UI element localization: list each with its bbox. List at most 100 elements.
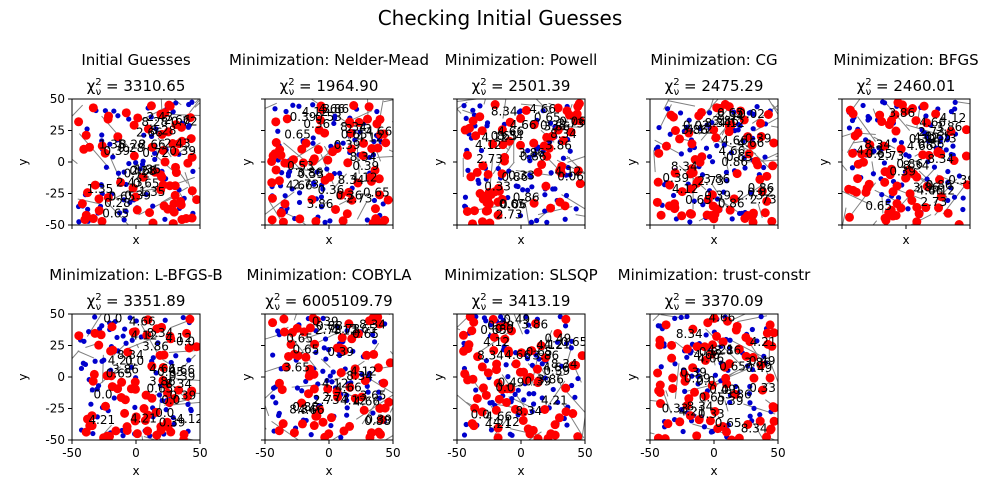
data-point-blue bbox=[285, 170, 292, 177]
y-tick-label: 50 bbox=[50, 307, 65, 321]
data-point-blue bbox=[331, 115, 338, 121]
point-annotation: 4.12 bbox=[340, 393, 367, 407]
data-point-red bbox=[311, 315, 321, 325]
data-point-blue bbox=[937, 138, 943, 145]
data-point-blue bbox=[526, 154, 532, 160]
data-point-red bbox=[690, 387, 700, 397]
point-annotation: 2.73 bbox=[346, 191, 373, 205]
data-point-red bbox=[320, 432, 330, 440]
data-point-blue bbox=[568, 345, 574, 351]
data-point-red bbox=[380, 215, 390, 225]
data-point-red bbox=[281, 362, 291, 372]
data-point-red bbox=[504, 348, 514, 358]
data-point-red bbox=[151, 407, 161, 417]
data-point-red bbox=[279, 314, 289, 324]
point-annotation: 0.49 bbox=[746, 361, 773, 375]
point-annotation: 2.66 bbox=[164, 113, 191, 127]
data-point-blue bbox=[324, 166, 330, 172]
data-point-blue bbox=[153, 370, 159, 376]
point-annotation: 3.86 bbox=[703, 172, 730, 186]
data-point-red bbox=[680, 376, 690, 386]
data-point-blue bbox=[101, 357, 107, 363]
data-point-red bbox=[529, 120, 539, 130]
data-point-red bbox=[519, 407, 529, 417]
data-point-blue bbox=[148, 114, 154, 120]
data-point-red bbox=[684, 128, 694, 138]
x-tick-label: -50 bbox=[255, 446, 275, 460]
data-point-red bbox=[943, 208, 953, 218]
data-point-red bbox=[710, 407, 720, 417]
data-point-red bbox=[561, 314, 571, 324]
data-point-red bbox=[492, 359, 502, 369]
data-point-red bbox=[692, 431, 702, 440]
data-point-red bbox=[344, 187, 354, 197]
data-point-blue bbox=[542, 375, 548, 381]
data-point-blue bbox=[483, 358, 490, 364]
data-point-red bbox=[708, 340, 718, 350]
data-point-red bbox=[483, 368, 493, 378]
model-segment bbox=[169, 321, 187, 329]
data-point-blue bbox=[364, 217, 370, 223]
data-point-blue bbox=[745, 363, 751, 369]
point-annotation: 0.65 bbox=[109, 189, 136, 203]
data-point-red bbox=[725, 359, 735, 369]
model-segment bbox=[979, 159, 982, 180]
data-point-red bbox=[767, 216, 777, 225]
data-point-red bbox=[684, 394, 694, 404]
point-annotation: 1.35 bbox=[87, 182, 114, 196]
data-point-blue bbox=[699, 172, 706, 178]
data-point-blue bbox=[762, 154, 768, 160]
data-point-red bbox=[471, 131, 481, 141]
point-annotation: 8.28 bbox=[141, 115, 168, 129]
data-point-red bbox=[117, 377, 127, 387]
data-point-red bbox=[96, 330, 106, 340]
data-point-blue bbox=[121, 197, 127, 203]
data-point-red bbox=[700, 391, 710, 401]
data-point-blue bbox=[498, 314, 504, 320]
point-annotation: 8.34 bbox=[491, 104, 518, 118]
x-tick-label: 0 bbox=[517, 446, 525, 460]
data-point-blue bbox=[303, 378, 309, 385]
data-point-red bbox=[516, 113, 526, 123]
data-point-red bbox=[121, 108, 131, 118]
data-point-red bbox=[722, 379, 732, 389]
data-point-blue bbox=[299, 388, 305, 394]
data-point-red bbox=[374, 174, 384, 184]
data-point-red bbox=[709, 125, 719, 135]
data-point-blue bbox=[670, 192, 677, 199]
data-point-blue bbox=[86, 329, 92, 335]
data-point-red bbox=[130, 327, 140, 337]
data-point-blue bbox=[885, 198, 891, 204]
data-point-red bbox=[139, 404, 149, 414]
data-point-red bbox=[961, 125, 970, 135]
model-segment bbox=[361, 387, 387, 425]
figure-title: Checking Initial Guesses bbox=[377, 6, 623, 30]
model-segment bbox=[294, 142, 321, 159]
model-segment bbox=[543, 228, 546, 258]
data-point-red bbox=[74, 117, 84, 127]
model-segment bbox=[853, 99, 861, 108]
data-point-red bbox=[667, 353, 677, 363]
data-point-red bbox=[155, 350, 165, 360]
point-annotation: 1.35 bbox=[139, 185, 166, 199]
data-point-blue bbox=[337, 170, 343, 176]
data-point-red bbox=[853, 159, 863, 169]
data-point-red bbox=[478, 383, 488, 393]
data-point-blue bbox=[137, 166, 143, 172]
point-annotation: 4.12 bbox=[350, 364, 377, 378]
data-point-red bbox=[97, 141, 107, 151]
data-point-blue bbox=[562, 216, 568, 222]
data-point-blue bbox=[521, 397, 527, 403]
point-annotation: 0.39 bbox=[124, 189, 151, 203]
data-point-blue bbox=[162, 317, 168, 323]
data-point-red bbox=[357, 392, 367, 402]
data-point-red bbox=[756, 360, 766, 370]
model-segment bbox=[402, 396, 405, 409]
model-segment bbox=[320, 358, 331, 368]
data-point-red bbox=[561, 407, 571, 417]
model-segment bbox=[653, 150, 656, 173]
data-point-red bbox=[477, 217, 487, 225]
data-point-red bbox=[267, 156, 277, 166]
data-point-red bbox=[106, 346, 116, 356]
point-annotation: 4.12 bbox=[940, 111, 967, 125]
